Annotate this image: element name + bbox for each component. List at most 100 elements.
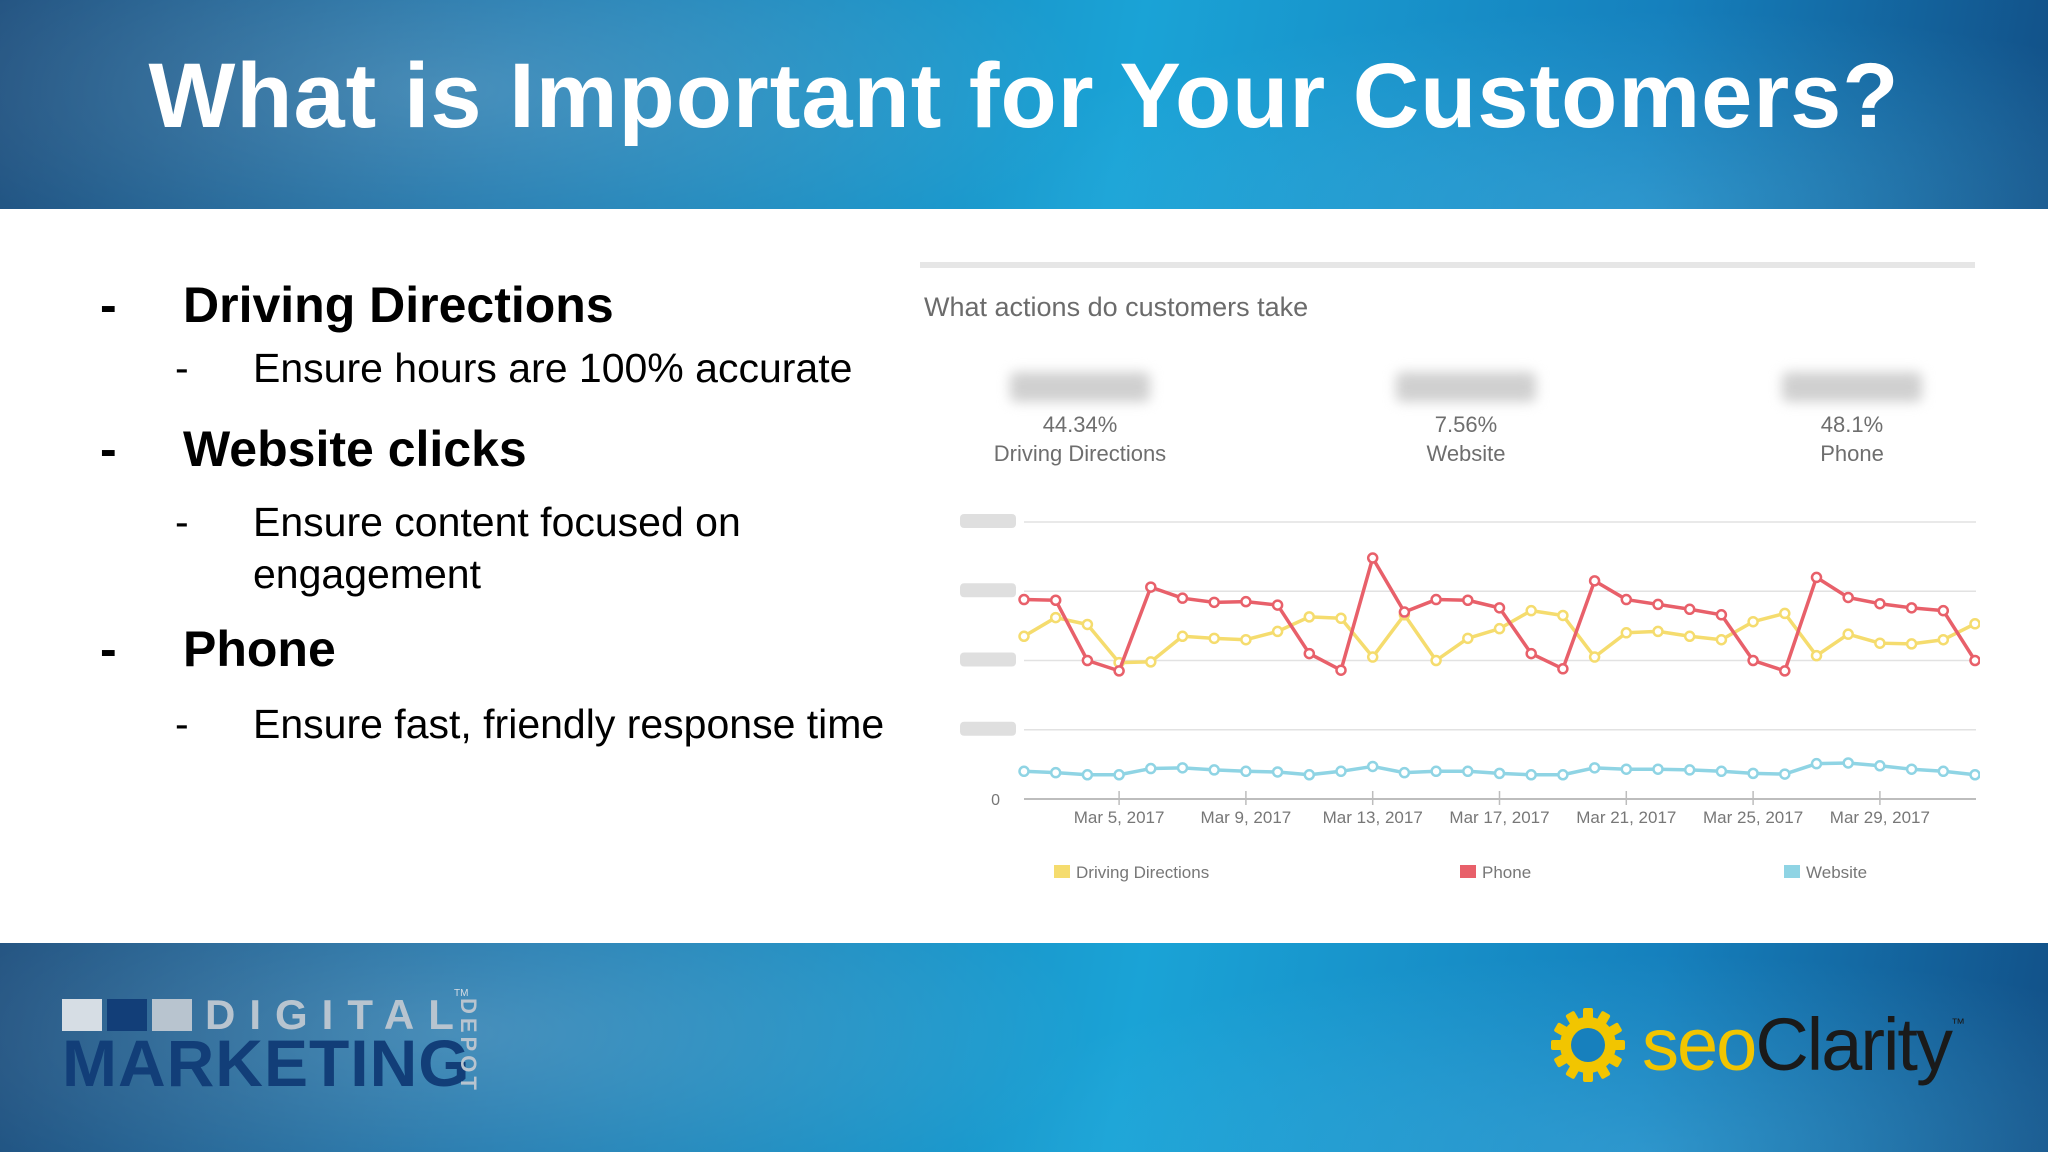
data-point [1462, 594, 1474, 607]
data-point [1620, 627, 1633, 639]
data-point [1493, 767, 1506, 780]
data-point [1271, 766, 1284, 778]
data-point [1049, 766, 1062, 779]
data-point [1842, 757, 1854, 769]
stat-percent: 44.34% [1042, 412, 1118, 437]
data-point [1779, 768, 1791, 780]
data-point [1018, 630, 1030, 643]
data-point [1588, 762, 1601, 774]
data-point [1620, 763, 1633, 775]
data-point [1145, 581, 1157, 593]
bullet-dash: - [100, 421, 117, 477]
data-point [1462, 632, 1474, 645]
data-point [1715, 609, 1728, 621]
x-tick-label: Mar 5, 2017 [1074, 808, 1165, 827]
data-point [1366, 552, 1379, 564]
data-point [1335, 612, 1347, 625]
data-point [1557, 609, 1569, 622]
data-point [1747, 615, 1759, 628]
sub-bullet-response: - Ensure fast, friendly response time [100, 698, 940, 750]
data-point [1081, 618, 1094, 631]
data-point [1081, 769, 1094, 781]
data-point [1208, 596, 1220, 609]
data-point [1715, 765, 1728, 778]
data-point [1652, 763, 1664, 775]
chart-title: What actions do customers take [924, 292, 1309, 322]
x-tick-label: Mar 9, 2017 [1201, 808, 1292, 827]
series-line-1 [1023, 556, 1977, 673]
data-point [1430, 765, 1442, 778]
bullet-label: Website clicks [183, 421, 527, 477]
data-point [1557, 663, 1569, 675]
data-point [1874, 637, 1886, 649]
bullet-phone: - Phone [100, 614, 940, 684]
stat-label: Phone [1820, 441, 1884, 466]
data-point [1081, 654, 1094, 667]
data-point [1271, 599, 1284, 611]
data-point [1810, 571, 1823, 584]
data-point [1683, 603, 1696, 616]
sub-bullet-dash: - [175, 499, 189, 545]
data-point [1747, 654, 1759, 667]
data-point [1588, 575, 1601, 587]
series-line-0 [1023, 608, 1976, 665]
bullet-dash: - [100, 277, 117, 333]
data-point [1430, 654, 1442, 667]
bullet-driving-directions: - Driving Directions [100, 270, 940, 340]
data-point [1335, 664, 1347, 676]
sub-bullet-content: - Ensure content focused on engagement [100, 496, 940, 600]
stat-phone: 48.1% Phone [1722, 372, 1982, 468]
blurred-y-tick [960, 583, 1016, 598]
chart-top-border [920, 262, 1975, 268]
data-point [1145, 762, 1157, 775]
sub-bullet-dash: - [175, 345, 189, 391]
slide-title: What is Important for Your Customers? [148, 45, 1900, 147]
bullet-dash: - [100, 621, 117, 677]
stat-label: Driving Directions [993, 441, 1167, 466]
data-point [1145, 656, 1157, 668]
chart-panel: What actions do customers take 44.34% Dr… [920, 262, 1980, 902]
x-tick-label: Mar 17, 2017 [1449, 808, 1549, 827]
data-point [1969, 654, 1980, 667]
footer-band [0, 943, 2048, 1152]
line-chart: 0 Mar 5, 2017 Mar 9, 2017 Mar 13, 2017 Mar 1… [960, 514, 1980, 882]
sub-bullet-text: Ensure content focused on [253, 499, 741, 545]
data-point [1969, 769, 1980, 781]
data-point [1747, 767, 1759, 780]
legend-swatch [1460, 865, 1476, 878]
sub-bullet-text: Ensure fast, friendly response time [253, 701, 885, 747]
data-point [1905, 602, 1918, 614]
data-point [1905, 763, 1918, 775]
logo-square-dark [107, 999, 147, 1031]
stat-website: 7.56% Website [1336, 372, 1596, 468]
data-point [1779, 607, 1791, 620]
stat-percent: 48.1% [1820, 412, 1884, 437]
data-point [1620, 593, 1633, 606]
x-tick-label: Mar 25, 2017 [1703, 808, 1803, 827]
data-point [1937, 765, 1950, 778]
data-point [1208, 632, 1220, 645]
data-point [1652, 598, 1664, 611]
data-point [1240, 633, 1252, 646]
data-point [1874, 597, 1886, 610]
logo-square-mid [152, 999, 192, 1031]
sub-bullet-text-cont: engagement [253, 551, 481, 597]
data-point [1683, 630, 1696, 643]
data-point [1525, 647, 1537, 660]
blurred-count [1396, 372, 1536, 402]
logo-square-light [62, 999, 102, 1031]
data-point [1557, 769, 1569, 781]
data-point [1018, 593, 1030, 606]
stat-driving-directions: 44.34% Driving Directions [950, 372, 1210, 468]
data-point [1493, 622, 1506, 635]
data-point [1113, 665, 1125, 677]
blurred-y-tick [960, 652, 1016, 667]
data-point [1937, 633, 1950, 646]
data-point [1525, 604, 1537, 617]
data-point [1462, 765, 1474, 778]
data-point [1176, 630, 1189, 643]
data-point [1303, 611, 1316, 623]
bullet-label: Driving Directions [183, 277, 614, 333]
data-point [1271, 625, 1284, 638]
data-point [1240, 765, 1252, 778]
